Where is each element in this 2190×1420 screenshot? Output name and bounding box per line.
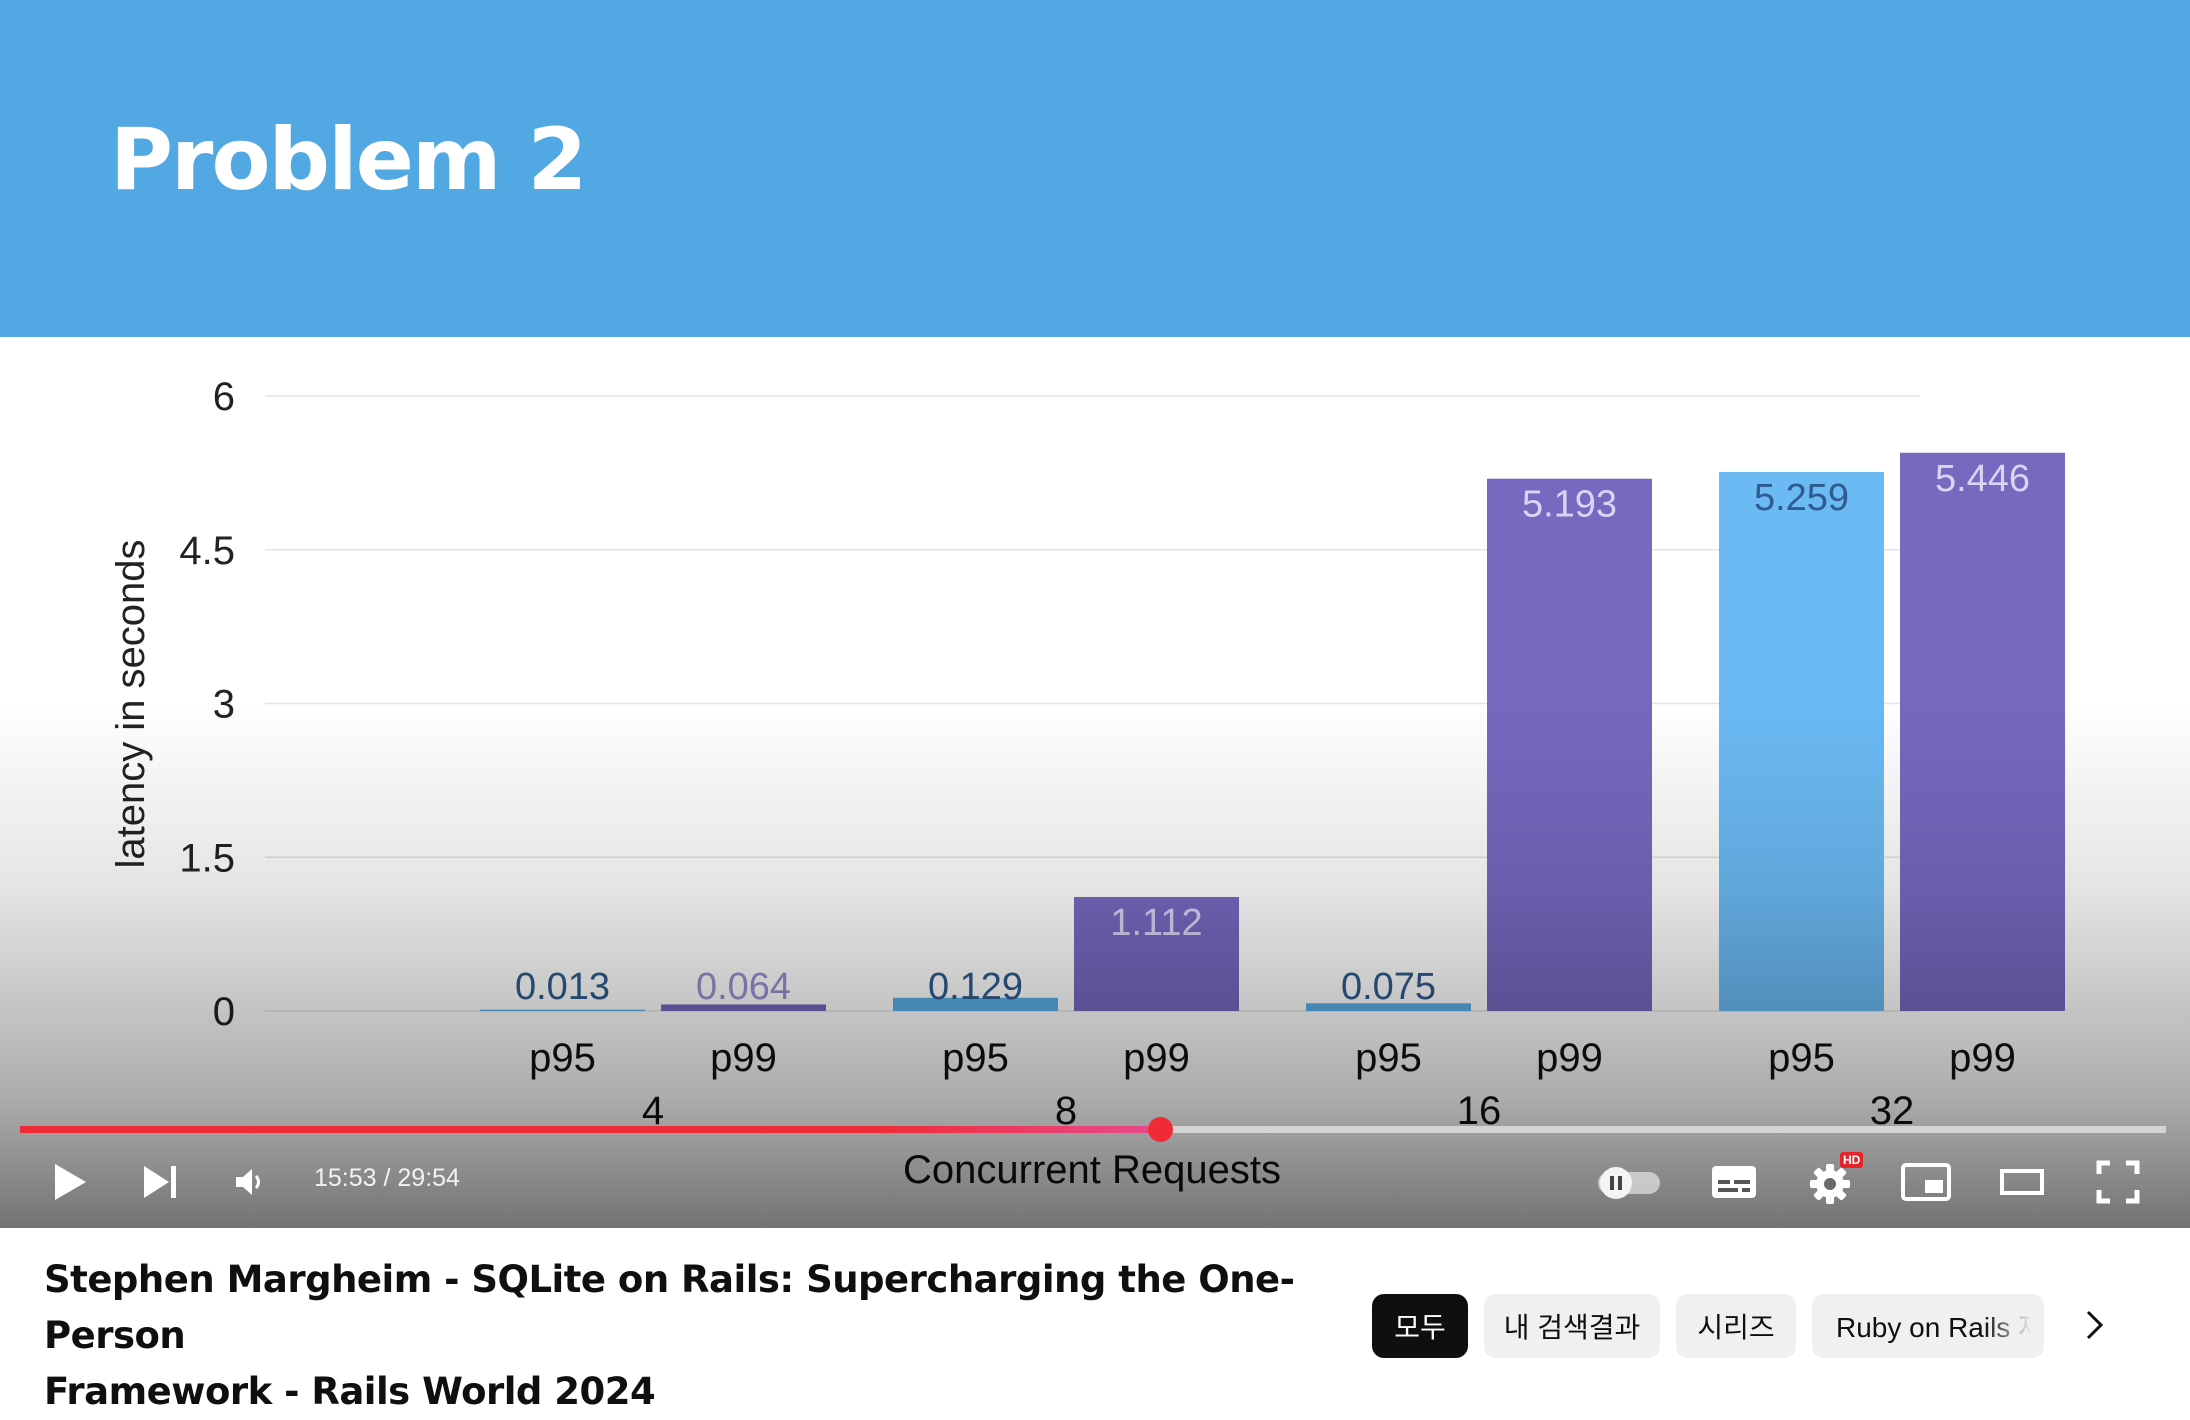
x-sub-label: p99 [1536, 1036, 1603, 1080]
chips-next-button[interactable] [2070, 1290, 2120, 1360]
chip-my-search-results[interactable]: 내 검색결과 [1484, 1294, 1660, 1358]
subtitles-button[interactable] [1704, 1152, 1764, 1212]
volume-icon [236, 1169, 260, 1195]
video-title-line1: Stephen Margheim - SQLite on Rails: Supe… [44, 1258, 1295, 1357]
x-sub-label: p99 [1949, 1036, 2016, 1080]
bar-chart: 0 1.5 3 4.5 6 latency in seconds 0.013 p95 0.064… [109, 375, 2065, 1192]
hd-badge: HD [1840, 1152, 1864, 1168]
x-sub-label: p99 [710, 1036, 777, 1080]
bar-value-label: 5.259 [1754, 477, 1849, 519]
volume-button[interactable] [220, 1152, 280, 1212]
autoplay-toggle-icon [1598, 1167, 1660, 1199]
fullscreen-icon [2096, 1160, 2140, 1204]
bar-value-label: 5.446 [1935, 458, 2030, 500]
play-icon [55, 1164, 86, 1200]
autoplay-toggle[interactable] [1590, 1152, 1670, 1212]
bar-value-label: 0.064 [696, 966, 791, 1008]
x-sub-label: p95 [1768, 1036, 1835, 1080]
gear-icon [1810, 1164, 1850, 1204]
progress-played [20, 1126, 1160, 1133]
bar-value-label: 5.193 [1522, 484, 1617, 526]
x-sub-label: p95 [529, 1036, 596, 1080]
bar-32-p95 [1719, 471, 1884, 1011]
bar-value-label: 0.129 [928, 966, 1023, 1008]
miniplayer-icon [1901, 1163, 1951, 1201]
chip-ruby-on-rails[interactable]: Ruby on Rails 제 [1812, 1294, 2044, 1358]
slide-title: Problem 2 [110, 110, 587, 210]
video-meta: Stephen Margheim - SQLite on Rails: Supe… [0, 1228, 2190, 1413]
y-tick-label: 1.5 [179, 836, 235, 880]
chip-series[interactable]: 시리즈 [1676, 1294, 1796, 1358]
bar-value-label: 1.112 [1110, 902, 1202, 944]
chip-ruby-label: Ruby on Rails 제 [1836, 1312, 2044, 1343]
bar-4-p95 [480, 1009, 645, 1011]
y-axis-label: latency in seconds [109, 539, 153, 868]
y-tick-label: 3 [213, 683, 235, 727]
x-sub-label: p95 [1355, 1036, 1422, 1080]
bar-value-label: 0.013 [515, 966, 610, 1008]
next-icon [144, 1166, 176, 1198]
progress-scrubber[interactable] [1147, 1117, 1173, 1142]
settings-button[interactable]: HD [1800, 1152, 1864, 1212]
y-tick-label: 0 [213, 990, 235, 1034]
bar-32-p99 [1900, 452, 2065, 1011]
slide-header: Problem 2 [0, 0, 2190, 337]
chart-bars [480, 452, 2065, 1011]
subtitles-icon [1712, 1166, 1756, 1198]
bar-16-p99 [1487, 478, 1652, 1011]
y-tick-label: 6 [213, 375, 235, 419]
theater-mode-icon [2000, 1169, 2044, 1195]
progress-bar[interactable] [20, 1117, 2166, 1142]
miniplayer-button[interactable] [1896, 1152, 1956, 1212]
fullscreen-button[interactable] [2088, 1152, 2148, 1212]
play-button[interactable] [40, 1152, 100, 1212]
next-button[interactable] [130, 1152, 190, 1212]
theater-mode-button[interactable] [1992, 1152, 2052, 1212]
video-title[interactable]: Stephen Margheim - SQLite on Rails: Supe… [44, 1252, 1344, 1420]
time-display: 15:53 / 29:54 [314, 1164, 460, 1192]
x-sub-label: p99 [1123, 1036, 1190, 1080]
chip-all[interactable]: 모두 [1372, 1294, 1468, 1358]
video-player[interactable]: Problem 2 0 1.5 3 4.5 6 latency in seconds 0.0… [0, 0, 2190, 1228]
chevron-right-icon [2086, 1310, 2104, 1340]
y-tick-label: 4.5 [179, 529, 235, 573]
bar-value-label: 0.075 [1341, 966, 1436, 1008]
x-sub-label: p95 [942, 1036, 1009, 1080]
x-axis-label: Concurrent Requests [903, 1148, 1281, 1192]
video-title-line2: Framework - Rails World 2024 [44, 1370, 656, 1413]
